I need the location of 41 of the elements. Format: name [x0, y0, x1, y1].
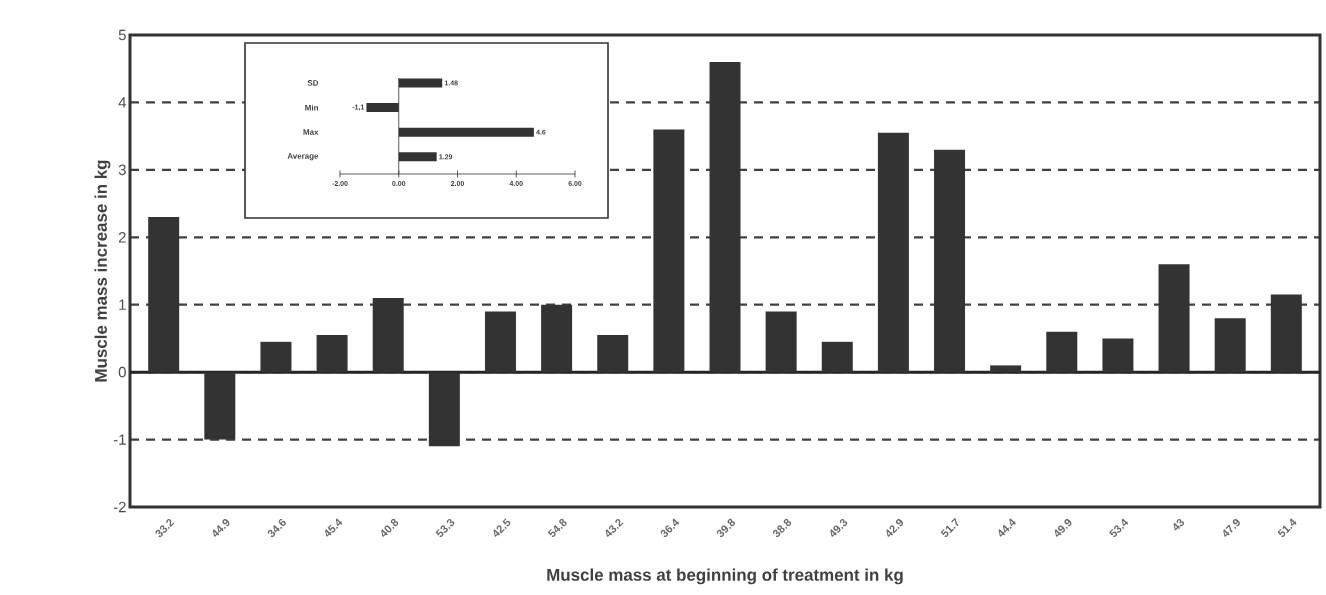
y-tick-label: -1	[113, 434, 126, 445]
bar	[484, 311, 516, 373]
x-tick-label: 43	[1173, 518, 1185, 531]
bar	[1046, 331, 1078, 373]
x-tick-label: 49.3	[830, 518, 848, 537]
bar	[597, 335, 629, 373]
bar	[990, 365, 1022, 373]
bar	[260, 341, 292, 373]
bar	[1158, 264, 1190, 373]
x-tick-label: 34.6	[267, 518, 286, 538]
x-tick-label: 53.3	[435, 518, 455, 538]
y-tick-label: 4	[118, 97, 127, 108]
y-tick-label: -2	[113, 501, 126, 513]
y-tick-label: 3	[118, 164, 126, 176]
bar	[1102, 338, 1134, 373]
y-tick-label: 5	[118, 29, 126, 41]
y-axis-title: Muscle mass increase in kg	[94, 160, 111, 382]
bar	[148, 217, 180, 373]
bar	[765, 311, 797, 373]
bar	[1270, 294, 1302, 373]
bar	[821, 341, 853, 373]
bar	[204, 372, 236, 440]
bar	[541, 304, 573, 373]
x-tick-label: 44.9	[212, 519, 230, 537]
y-tick-label: 1	[119, 299, 126, 310]
x-axis-title: Muscle mass at beginning of treatment in kg	[547, 568, 903, 585]
x-tick-label: 42.9	[886, 519, 904, 537]
bar	[653, 129, 685, 373]
bar	[934, 149, 966, 373]
bar	[316, 335, 348, 373]
bar	[1214, 318, 1246, 373]
bar	[709, 61, 741, 373]
x-tick-label: 49.9	[1054, 519, 1072, 537]
y-tick-label: 2	[118, 232, 126, 243]
y-tick-label: 0	[118, 366, 126, 378]
x-tick-label: 33.2	[155, 518, 175, 538]
x-tick-label: 43.2	[605, 518, 624, 537]
bar	[428, 372, 460, 447]
x-tick-label: 47.9	[1223, 519, 1240, 537]
bar	[372, 297, 404, 373]
bar	[877, 132, 909, 373]
